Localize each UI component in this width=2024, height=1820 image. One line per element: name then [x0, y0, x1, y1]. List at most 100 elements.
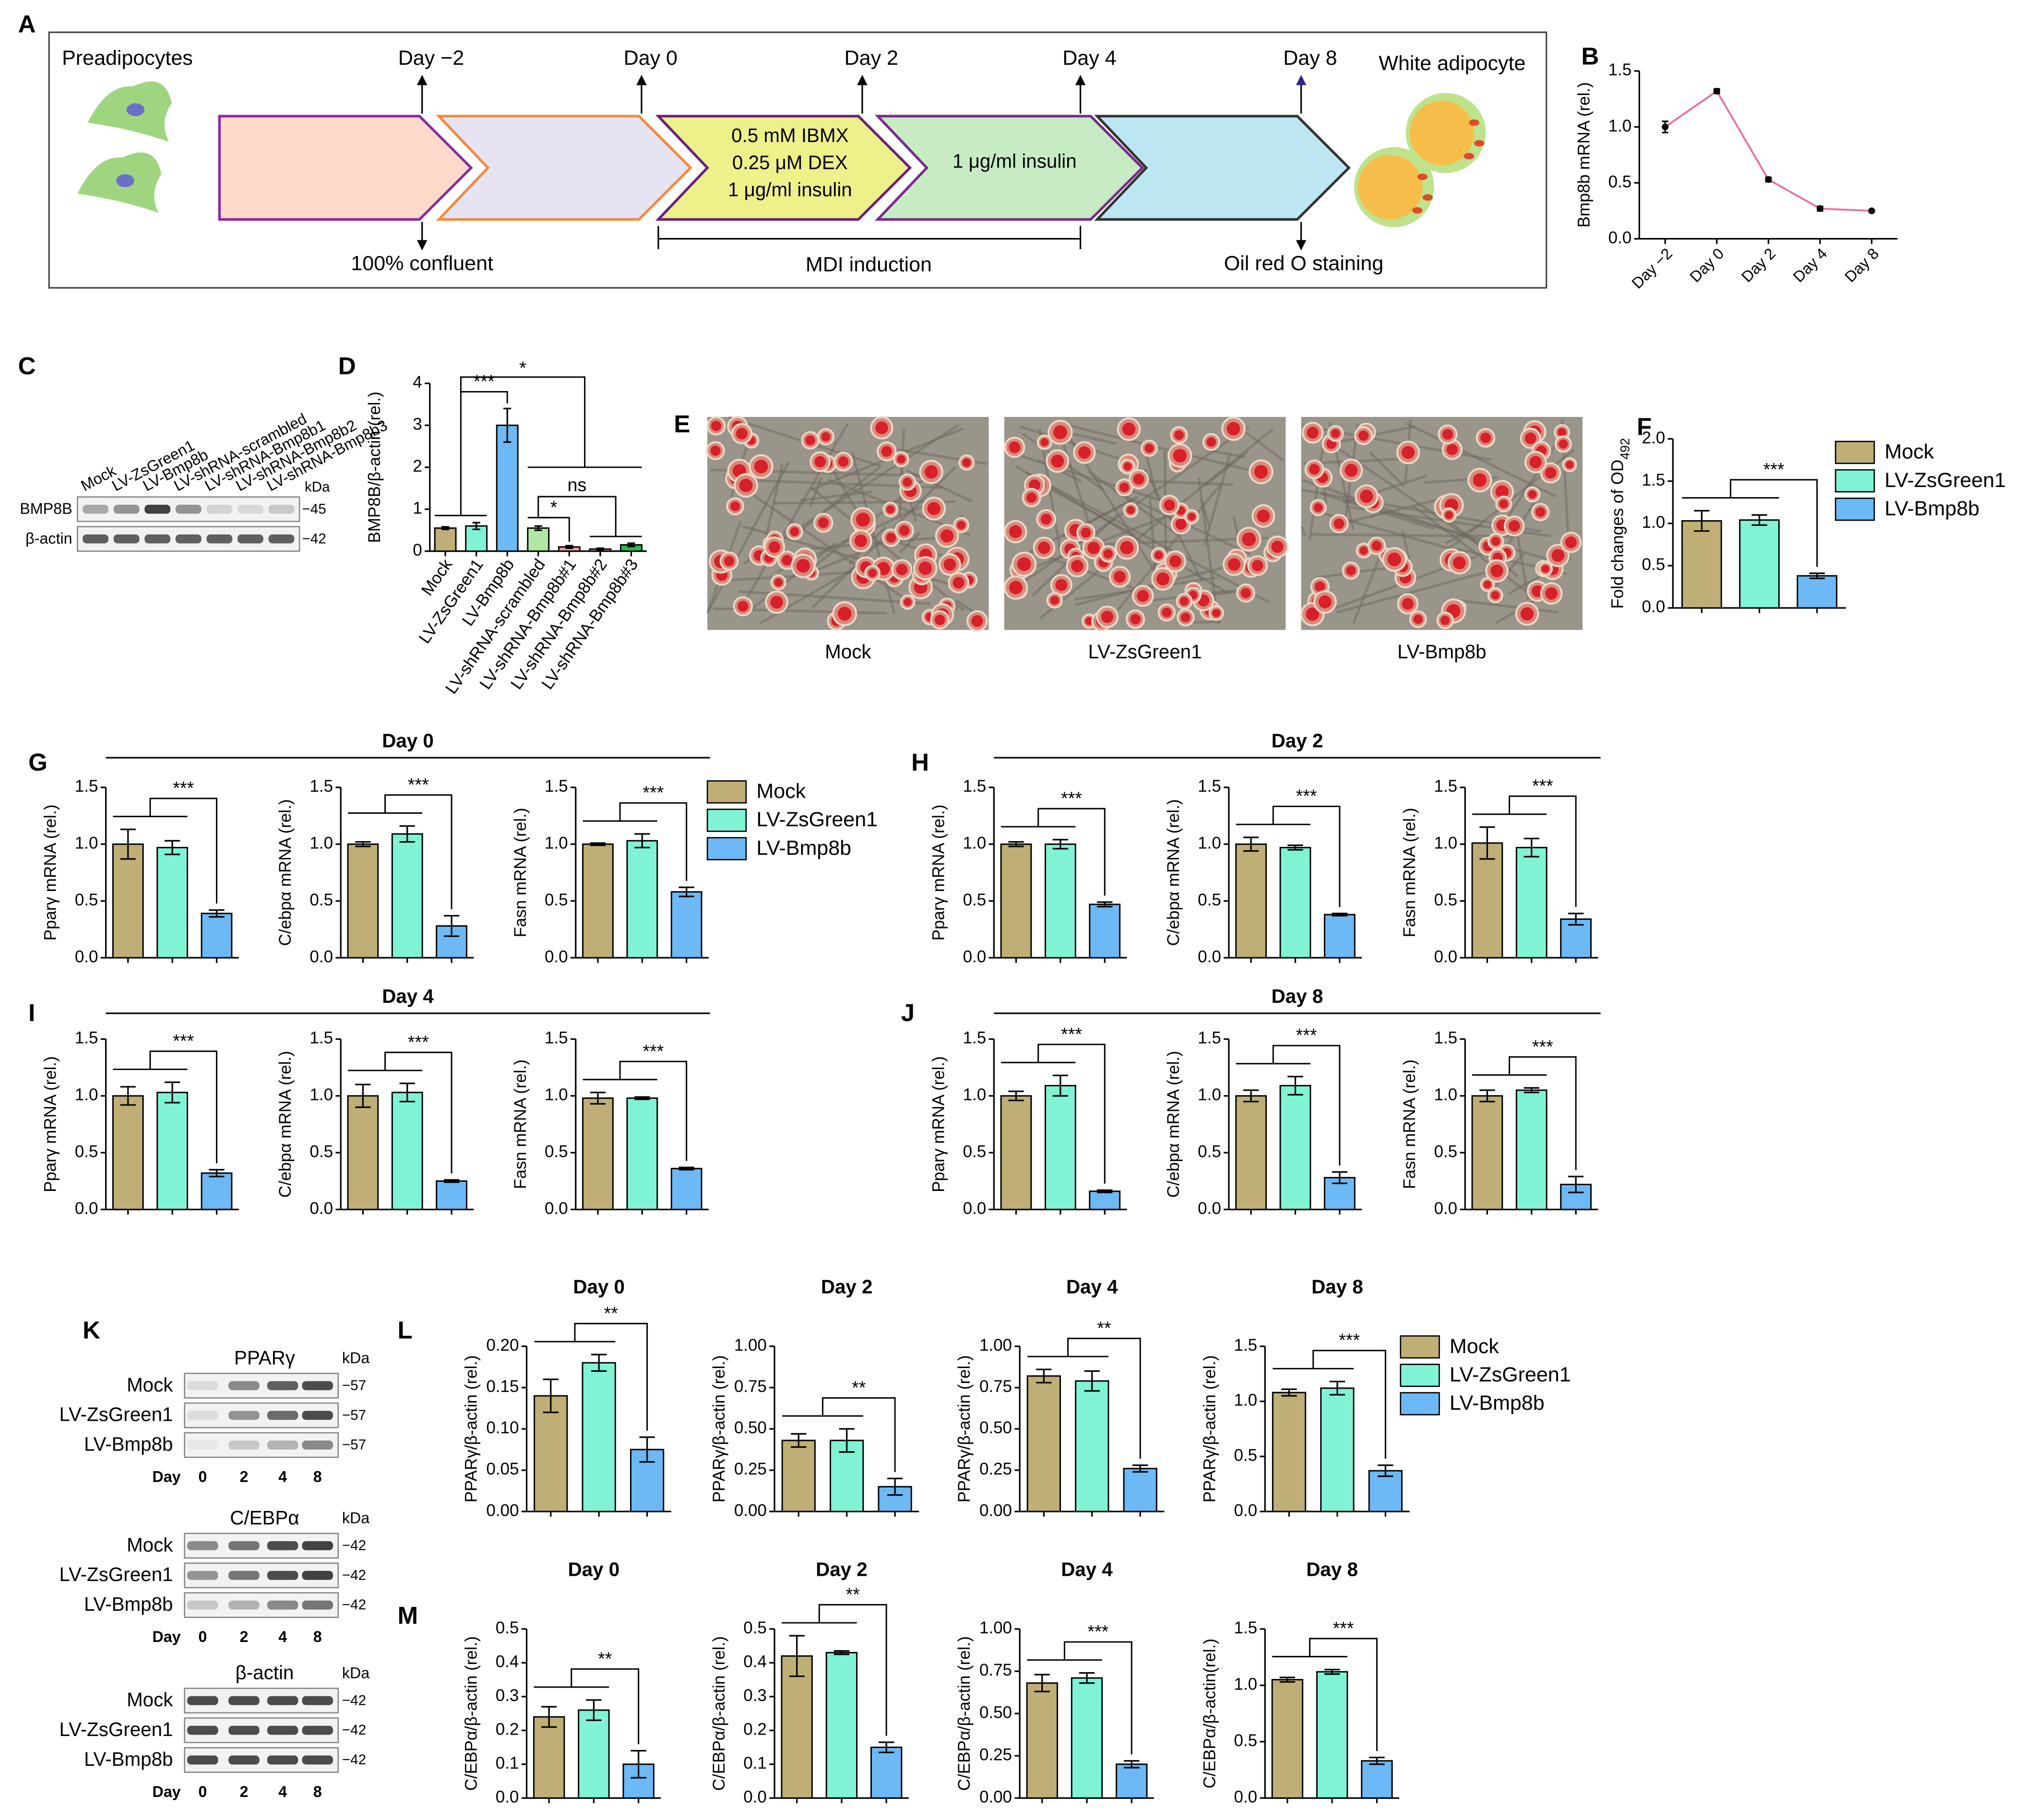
- lipid-core: [1254, 465, 1268, 479]
- y-tick-label: 0.00: [734, 1501, 767, 1520]
- lipid-core: [1122, 422, 1136, 436]
- y-tick-label: 0.5: [1642, 555, 1666, 574]
- lipid-core: [1040, 438, 1049, 447]
- section-title: Day 4: [382, 985, 434, 1007]
- y-label-sub: 492: [1618, 438, 1632, 460]
- lipid-core: [1313, 503, 1323, 512]
- error-bar: [1287, 1076, 1303, 1096]
- legend-swatch: [706, 780, 747, 804]
- y-tick-label: 0.0: [545, 947, 568, 966]
- chart-title: Day 4: [1066, 1275, 1118, 1297]
- band: [302, 1600, 333, 1610]
- error-bar: [443, 915, 460, 937]
- chart: 0.00 0.05 0.10 0.15 0.20 PPARγ/β-actin (rel.)…: [462, 1275, 671, 1520]
- error-bar: [503, 407, 512, 443]
- chart: 0.0 0.5 1.0 1.5 C/ebpα mRNA (rel.) ***: [1164, 1025, 1362, 1218]
- band: [237, 534, 263, 544]
- band: [302, 1725, 333, 1735]
- y-tick-label: 1: [413, 499, 422, 517]
- y-axis-label: C/ebpα mRNA (rel.): [1164, 799, 1183, 946]
- cell-streak: [1148, 499, 1157, 577]
- lipid-core: [896, 564, 908, 575]
- y-tick-label: 0.25: [979, 1745, 1012, 1764]
- bar: [1089, 904, 1121, 959]
- lipid-core: [1535, 507, 1546, 517]
- lipid-core: [1413, 614, 1423, 624]
- error-bar: [1034, 1674, 1050, 1692]
- error-bar: [1524, 1087, 1539, 1094]
- significance-bracket: [1472, 795, 1577, 907]
- band: [187, 1600, 218, 1610]
- significance-label: *: [519, 358, 526, 378]
- y-tick-label: 0.1: [496, 1754, 519, 1772]
- bar: [434, 527, 457, 552]
- band: [228, 1600, 260, 1610]
- error-bar: [1479, 1089, 1495, 1103]
- y-tick-label: 1.5: [310, 1029, 333, 1047]
- significance-label: ***: [173, 778, 194, 798]
- bar: [825, 1652, 858, 1799]
- significance-bracket: [1472, 1056, 1577, 1170]
- cell-streak: [1022, 507, 1187, 573]
- lipid-core: [1119, 482, 1129, 492]
- lipid-core: [1175, 518, 1187, 530]
- band: [187, 1541, 218, 1550]
- significance-label: ***: [408, 1032, 429, 1052]
- lane-label: 8: [313, 1468, 322, 1486]
- cell-streak: [1369, 451, 1405, 488]
- blot-title: β-actin: [236, 1662, 294, 1684]
- cell-streak: [806, 535, 957, 551]
- y-axis-label: Pparγ mRNA (rel.): [41, 805, 60, 941]
- error-bar: [590, 1092, 606, 1105]
- y-tick-label: 1.5: [75, 1029, 98, 1047]
- legend-swatch: [1834, 440, 1875, 464]
- y-label-text: C/ebpα mRNA (rel.): [276, 799, 295, 946]
- bar: [1797, 575, 1838, 609]
- lipid-core: [854, 535, 867, 547]
- stage-arrow: [436, 115, 692, 221]
- bar: [582, 1362, 616, 1512]
- y-tick-label: 0.4: [496, 1653, 519, 1671]
- y-axis-label: Fasn mRNA (rel.): [511, 808, 530, 937]
- significance-bracket: [347, 794, 452, 909]
- cell-streak: [765, 464, 784, 538]
- y-tick-label: 0.0: [1434, 1199, 1457, 1218]
- lipid-core: [1371, 541, 1382, 551]
- band: [187, 1696, 218, 1705]
- band: [267, 1570, 298, 1580]
- day-label: Day: [152, 1468, 180, 1486]
- lipid-core: [927, 502, 941, 515]
- point: [1765, 176, 1772, 183]
- lipid-core: [1180, 612, 1191, 622]
- lipid-core: [1524, 432, 1536, 444]
- error-bar: [1279, 1677, 1296, 1683]
- error-bar: [543, 1378, 559, 1414]
- y-tick-label: 0.2: [743, 1720, 767, 1739]
- below-label: 100% confluent: [351, 252, 493, 275]
- error-bar: [120, 828, 136, 860]
- y-label-text: C/EBPα/β-actin (rel.): [710, 1636, 728, 1791]
- marker-label: −42: [342, 1567, 366, 1583]
- lipid-core: [952, 577, 964, 589]
- lipid-core: [1440, 616, 1450, 625]
- marker-label: −42: [342, 1538, 366, 1554]
- legend-swatch: [1400, 1392, 1440, 1416]
- y-tick-label: 0.0: [75, 1199, 98, 1218]
- point: [1662, 123, 1669, 131]
- y-tick-label: 0.0: [1198, 947, 1221, 966]
- y-tick-label: 0.0: [310, 1199, 333, 1218]
- stage-text: 0.25 μM DEX: [732, 151, 848, 173]
- chart: 0.0 0.5 1.0 1.5 C/ebpα mRNA (rel.) ***: [1164, 777, 1362, 966]
- bar: [582, 1097, 614, 1211]
- lipid-core: [1307, 427, 1319, 439]
- legend-swatch: [1834, 498, 1875, 521]
- significance-label: ***: [1296, 786, 1317, 806]
- lipid-core: [1120, 541, 1134, 555]
- lipid-core: [1130, 614, 1141, 625]
- error-bar: [634, 1096, 650, 1100]
- y-axis-label: PPARγ/β-actin (rel.): [1201, 1355, 1219, 1502]
- significance-label: ***: [1339, 1330, 1360, 1350]
- y-label-text: Fasn mRNA (rel.): [511, 1059, 530, 1189]
- error-bar: [355, 841, 371, 847]
